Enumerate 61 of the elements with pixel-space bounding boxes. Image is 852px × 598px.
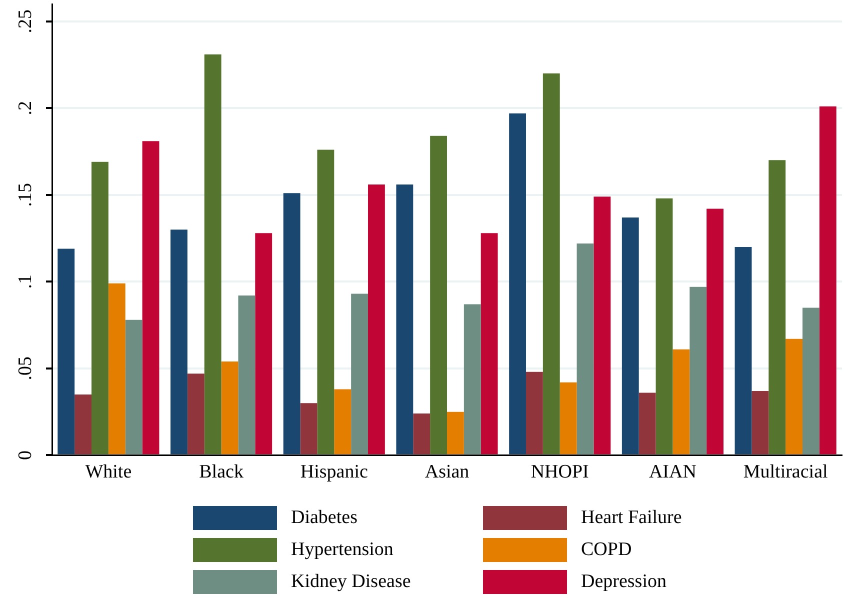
bar [622,217,639,454]
legend-label: COPD [581,539,632,561]
bar [413,414,430,454]
y-tick-label: .25 [14,9,36,34]
bar [656,198,673,454]
bar [204,54,222,454]
bar [464,304,481,454]
bar [734,246,752,454]
legend-label: Kidney Disease [291,571,411,593]
x-tick-label: NHOPI [530,462,589,483]
bar [594,196,611,454]
bar [142,141,160,454]
bar [255,233,272,454]
bar [221,361,238,454]
bar [786,338,802,454]
y-tick-label: .15 [14,183,36,207]
x-tick-label: Multiracial [743,462,828,483]
bar [526,372,543,454]
bar [768,160,786,454]
x-tick-label: Black [199,462,244,483]
bar [108,283,126,454]
bar [638,392,656,454]
bar [351,294,368,454]
y-tick-label: .05 [14,356,36,380]
bar [92,162,108,454]
bar [480,233,498,454]
bar [819,106,836,454]
legend-label: Heart Failure [581,507,682,529]
bar [542,73,560,454]
bar [396,184,414,454]
x-tick-label: Hispanic [300,462,368,483]
bar [430,136,447,454]
x-tick-label: AIAN [648,462,697,483]
bar [283,193,300,454]
bar [317,150,334,454]
bar [187,374,204,454]
legend-label: Diabetes [291,507,358,529]
bar [690,286,707,454]
bar [125,320,142,454]
bar [509,113,526,454]
x-tick-label: White [85,462,132,483]
y-tick-label: .1 [14,274,36,289]
bar [300,403,318,454]
bar [368,184,385,454]
bar [672,349,690,454]
legend-label: Hypertension [291,539,394,561]
bar [560,382,577,454]
bar [238,296,256,454]
bar [170,230,188,454]
x-tick-label: Asian [424,462,470,483]
bar [802,308,820,454]
bar [706,208,724,454]
y-tick-label: .2 [14,101,36,116]
bar [447,412,464,454]
bar [334,389,352,454]
bar [58,248,75,454]
bar [74,394,92,454]
bar [576,243,594,454]
bar [752,390,769,454]
y-tick-label: 0 [14,450,36,460]
legend-label: Depression [581,571,666,593]
